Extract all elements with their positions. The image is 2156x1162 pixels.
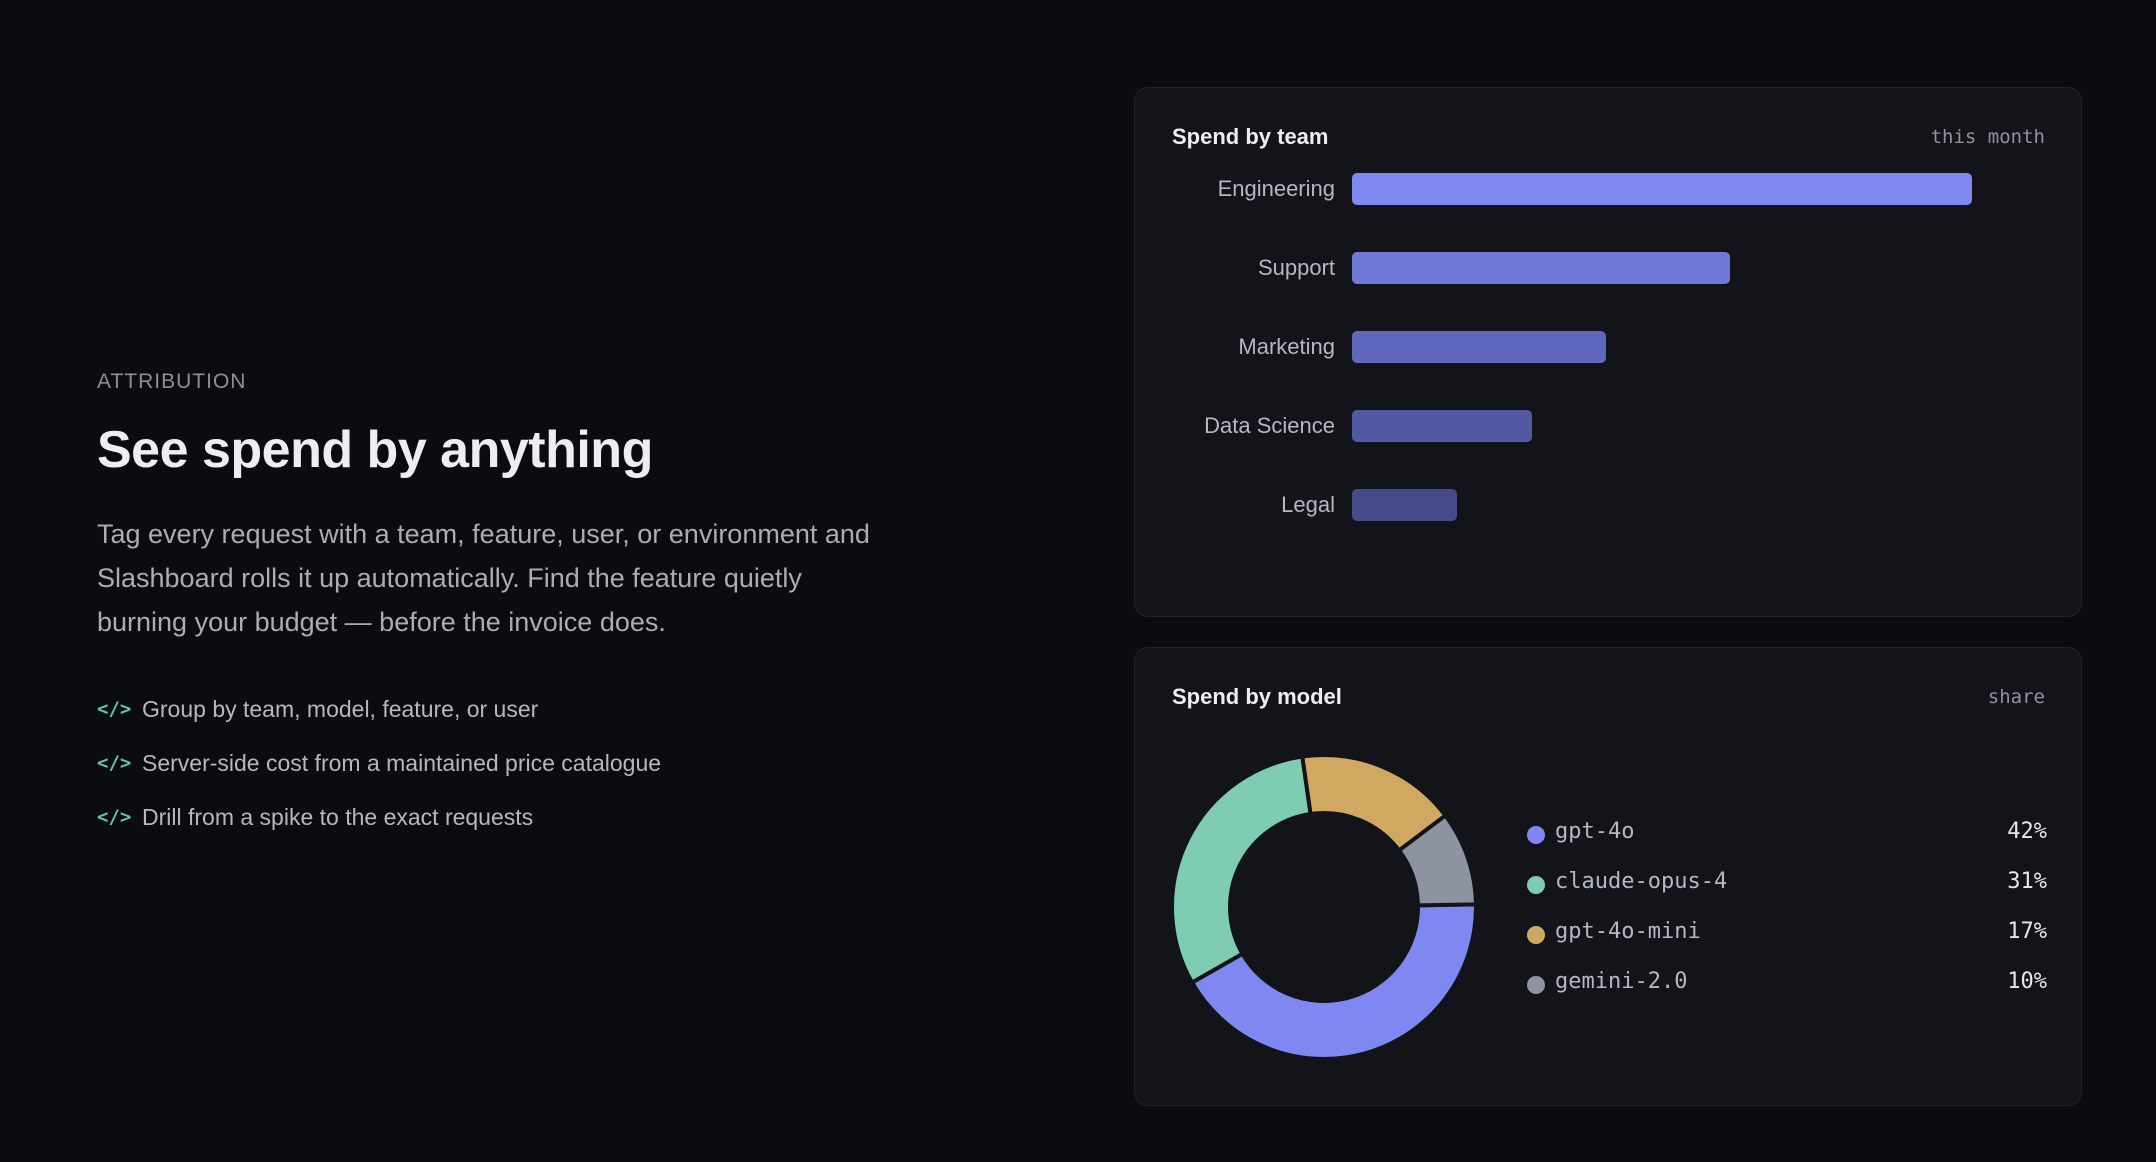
spend-by-team-title: Spend by team (1172, 124, 1329, 149)
feature-item-label: Group by team, model, feature, or user (142, 695, 539, 722)
model-legend: gpt-4o 42% claude-opus-4 31% gpt-4o-mini 17% g… (1521, 811, 2047, 1011)
section-eyebrow: ATTRIBUTION (97, 370, 247, 393)
feature-item-label: Server-side cost from a maintained price… (142, 749, 662, 776)
bar-row: Marketing (1135, 330, 2083, 364)
section-title: See spend by anything (97, 421, 653, 479)
bar-label: Data Science (1204, 413, 1335, 438)
bar-row: Data Science (1135, 409, 2083, 443)
bar-row: Support (1135, 251, 2083, 285)
legend-share-value: 42% (2007, 819, 2047, 844)
section-description: Tag every request with a team, feature, … (97, 519, 870, 637)
bar-label: Support (1257, 255, 1335, 280)
bar-label: Engineering (1217, 176, 1335, 201)
code-brackets-icon: </> (97, 752, 132, 774)
bar (1352, 489, 1458, 521)
model-donut-chart (1170, 753, 1479, 1061)
feature-item: </> Drill from a spike to the exact requ… (97, 790, 661, 844)
legend-item: claude-opus-4 31% (1521, 861, 2047, 911)
feature-item: </> Server-side cost from a maintained p… (97, 736, 661, 790)
bar-label: Legal (1281, 492, 1335, 517)
legend-item: gpt-4o 42% (1521, 811, 2047, 861)
bar (1352, 410, 1532, 442)
legend-model-name: gpt-4o-mini (1555, 919, 1701, 944)
legend-item: gemini-2.0 10% (1521, 961, 2047, 1011)
legend-model-name: claude-opus-4 (1555, 869, 1728, 894)
donut-slice (1189, 902, 1478, 1061)
legend-dot-icon (1527, 976, 1545, 994)
legend-dot-icon (1527, 876, 1545, 894)
bar (1352, 173, 1972, 205)
feature-item: </> Group by team, model, feature, or us… (97, 682, 661, 736)
donut-slice (1170, 754, 1313, 986)
bar-row: Legal (1135, 488, 2083, 522)
bar (1352, 252, 1731, 284)
legend-dot-icon (1527, 926, 1545, 944)
donut-slice (1396, 812, 1479, 908)
legend-dot-icon (1527, 826, 1545, 844)
legend-item: gpt-4o-mini 17% (1521, 911, 2047, 961)
legend-share-value: 31% (2007, 869, 2047, 894)
legend-model-name: gemini-2.0 (1555, 969, 1688, 994)
legend-share-value: 17% (2007, 919, 2047, 944)
bar-row: Engineering (1135, 172, 2083, 206)
legend-share-value: 10% (2007, 969, 2047, 994)
feature-item-label: Drill from a spike to the exact requests (142, 803, 534, 830)
code-brackets-icon: </> (97, 806, 132, 828)
spend-by-model-card: Spend by model share gpt-4o 42% claude-opu… (1134, 647, 2082, 1106)
period-label: this month (1930, 126, 2045, 148)
spend-by-model-title: Spend by model (1172, 684, 1342, 709)
spend-by-team-card: Spend by team this month Engineering Supp… (1134, 87, 2082, 617)
legend-model-name: gpt-4o (1555, 819, 1635, 844)
bar (1352, 331, 1607, 363)
code-brackets-icon: </> (97, 698, 132, 720)
bar-label: Marketing (1238, 334, 1335, 359)
feature-list: </> Group by team, model, feature, or us… (97, 682, 661, 844)
share-label: share (1987, 686, 2045, 708)
